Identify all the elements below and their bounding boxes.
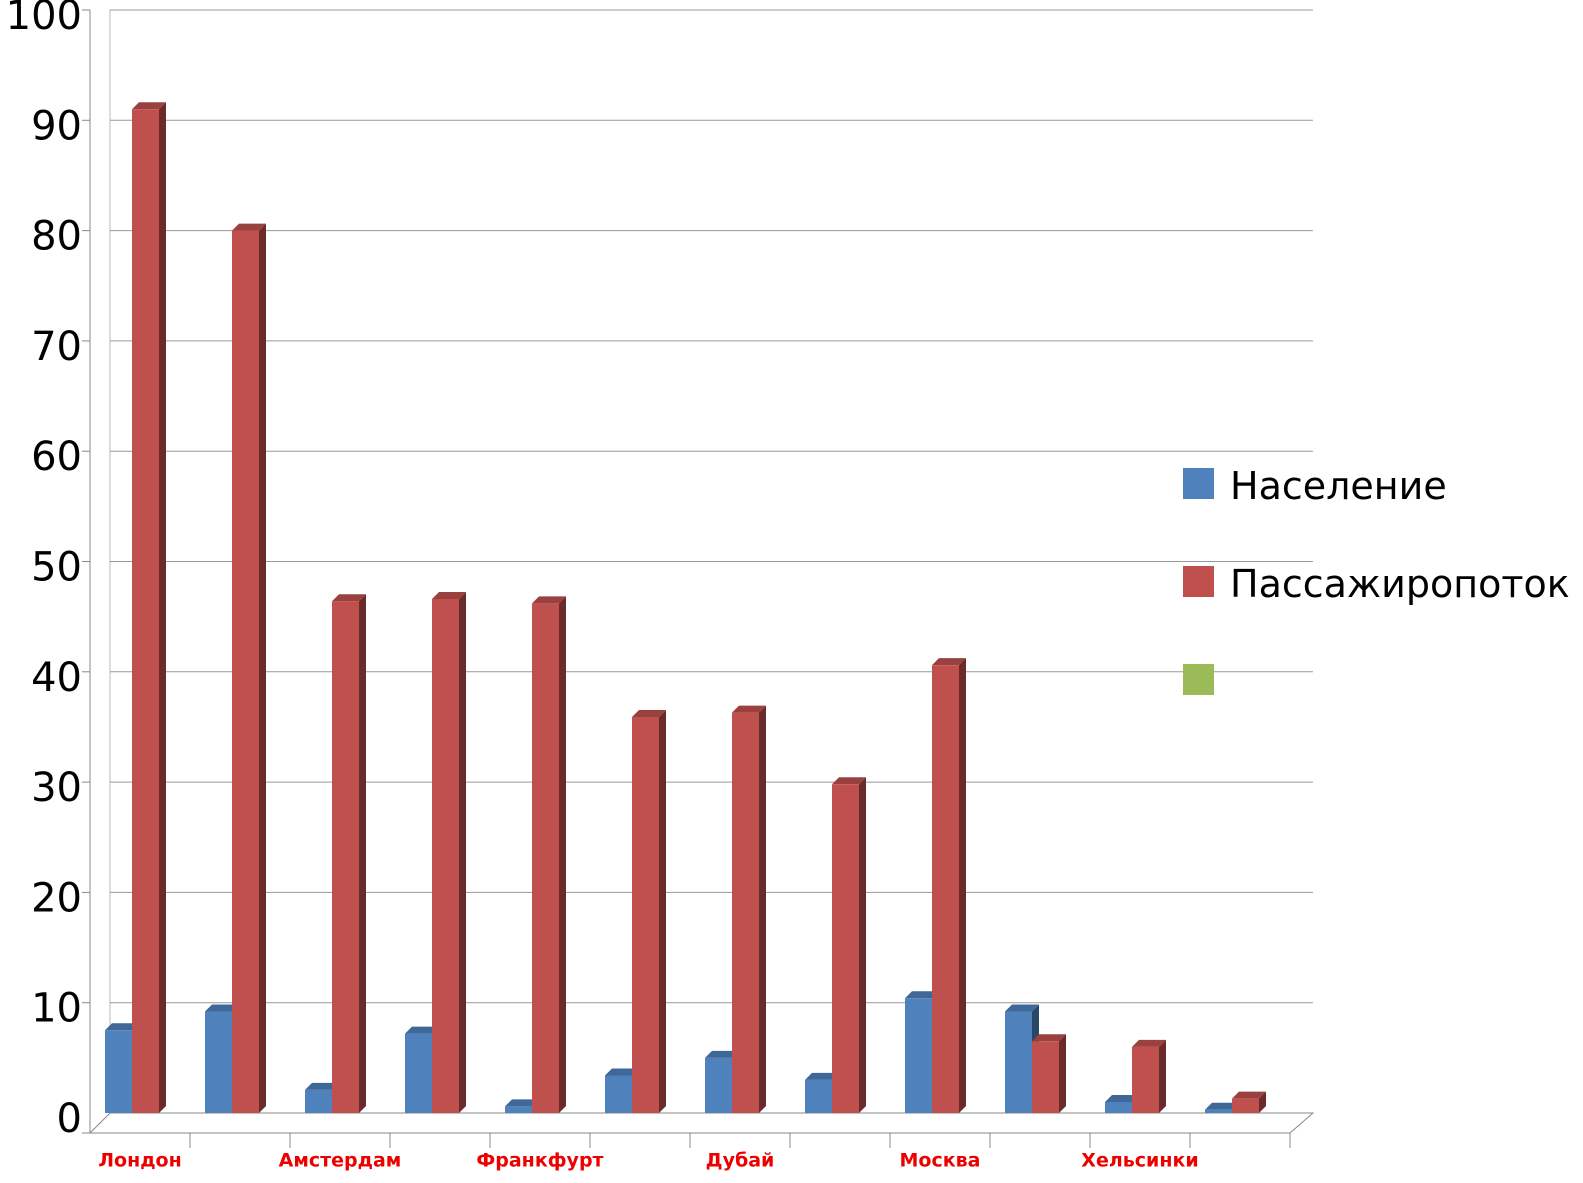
x-tick-label: Москва (900, 1150, 981, 1172)
bar-side (1059, 1034, 1066, 1113)
bar-top (505, 1099, 539, 1107)
bar-front (305, 1089, 332, 1113)
bar-front (105, 1030, 132, 1113)
x-tick-label: Франкфурт (476, 1150, 603, 1172)
y-tick-label: 0 (57, 1096, 82, 1142)
bar-front (1032, 1041, 1059, 1113)
bar (332, 594, 366, 1113)
bar (232, 223, 266, 1114)
bar (932, 658, 966, 1113)
bar-top (332, 594, 366, 602)
y-tick-label: 90 (31, 103, 82, 149)
bar-side (159, 102, 166, 1113)
bar-front (705, 1057, 732, 1113)
x-tick-label: Хельсинки (1081, 1150, 1198, 1172)
y-tick-label: 100 (6, 0, 82, 39)
legend-label: Население (1230, 464, 1447, 508)
bar-side (1159, 1039, 1166, 1113)
bar-front (605, 1075, 632, 1113)
bar-front (1205, 1109, 1232, 1113)
bar-top (432, 592, 466, 600)
bar (1032, 1034, 1066, 1113)
bar-front (732, 712, 759, 1113)
bar-top (732, 705, 766, 713)
bar-front (532, 603, 559, 1113)
bar (1132, 1039, 1166, 1113)
bar-top (1132, 1039, 1166, 1047)
bar-top (1232, 1091, 1266, 1099)
bar-side (959, 658, 966, 1113)
floor (88, 1112, 1315, 1134)
bar-top (205, 1004, 239, 1012)
y-tick-label: 60 (31, 434, 82, 480)
bar (632, 710, 666, 1113)
x-tick-label: Амстердам (279, 1150, 402, 1172)
bar-front (405, 1033, 432, 1113)
bar-front (1105, 1101, 1132, 1113)
bar (132, 102, 166, 1113)
bar-top (932, 658, 966, 666)
bar-front (632, 717, 659, 1113)
bar-top (1032, 1034, 1066, 1042)
x-tick-label: Лондон (98, 1150, 182, 1172)
bar-top (632, 710, 666, 718)
legend-swatch (1183, 566, 1214, 597)
bar-side (559, 596, 566, 1113)
y-tick-label: 10 (31, 986, 82, 1032)
legend-swatch (1183, 664, 1214, 695)
bar-side (759, 705, 766, 1113)
bar-top (832, 777, 866, 785)
bar-side (359, 594, 366, 1113)
bar-top (905, 991, 939, 999)
bar-front (805, 1079, 832, 1113)
y-tick-label: 70 (31, 324, 82, 370)
bar-top (805, 1072, 839, 1080)
y-tick-label: 80 (31, 214, 82, 260)
bar-top (405, 1026, 439, 1034)
bar-front (332, 601, 359, 1113)
y-tick-label: 40 (31, 655, 82, 701)
bar-top (1005, 1004, 1039, 1012)
bar-top (1205, 1102, 1239, 1110)
bar-side (659, 710, 666, 1113)
bar-top (1105, 1094, 1139, 1102)
bar (532, 596, 566, 1113)
bar-top (605, 1068, 639, 1076)
bar-top (705, 1050, 739, 1058)
bar-top (305, 1082, 339, 1090)
bar-side (1259, 1091, 1266, 1113)
bar-front (1232, 1098, 1259, 1113)
y-tick-label: 30 (31, 765, 82, 811)
bar (1232, 1091, 1266, 1113)
y-tick-label: 20 (31, 875, 82, 921)
bar-front (232, 230, 259, 1114)
bar-top (232, 223, 266, 231)
bar-front (932, 665, 959, 1113)
bar-side (459, 592, 466, 1113)
bar-top (532, 596, 566, 604)
bar (732, 705, 766, 1113)
bar-top (105, 1023, 139, 1031)
x-tick-label: Дубай (706, 1150, 775, 1172)
bar-top (132, 102, 166, 110)
bar-front (432, 599, 459, 1113)
y-tick-label: 50 (31, 545, 82, 591)
bar-front (1132, 1046, 1159, 1113)
bar-front (505, 1106, 532, 1113)
bar-front (832, 784, 859, 1113)
legend-label: Пассажиропоток (1230, 562, 1570, 606)
legend-swatch (1183, 468, 1214, 499)
bar-front (132, 109, 159, 1113)
bar-side (859, 777, 866, 1113)
bar (432, 592, 466, 1113)
bar (832, 777, 866, 1113)
bar-side (259, 223, 266, 1114)
bar-front (905, 998, 932, 1113)
bar-front (205, 1011, 232, 1113)
bar-front (1005, 1011, 1032, 1113)
